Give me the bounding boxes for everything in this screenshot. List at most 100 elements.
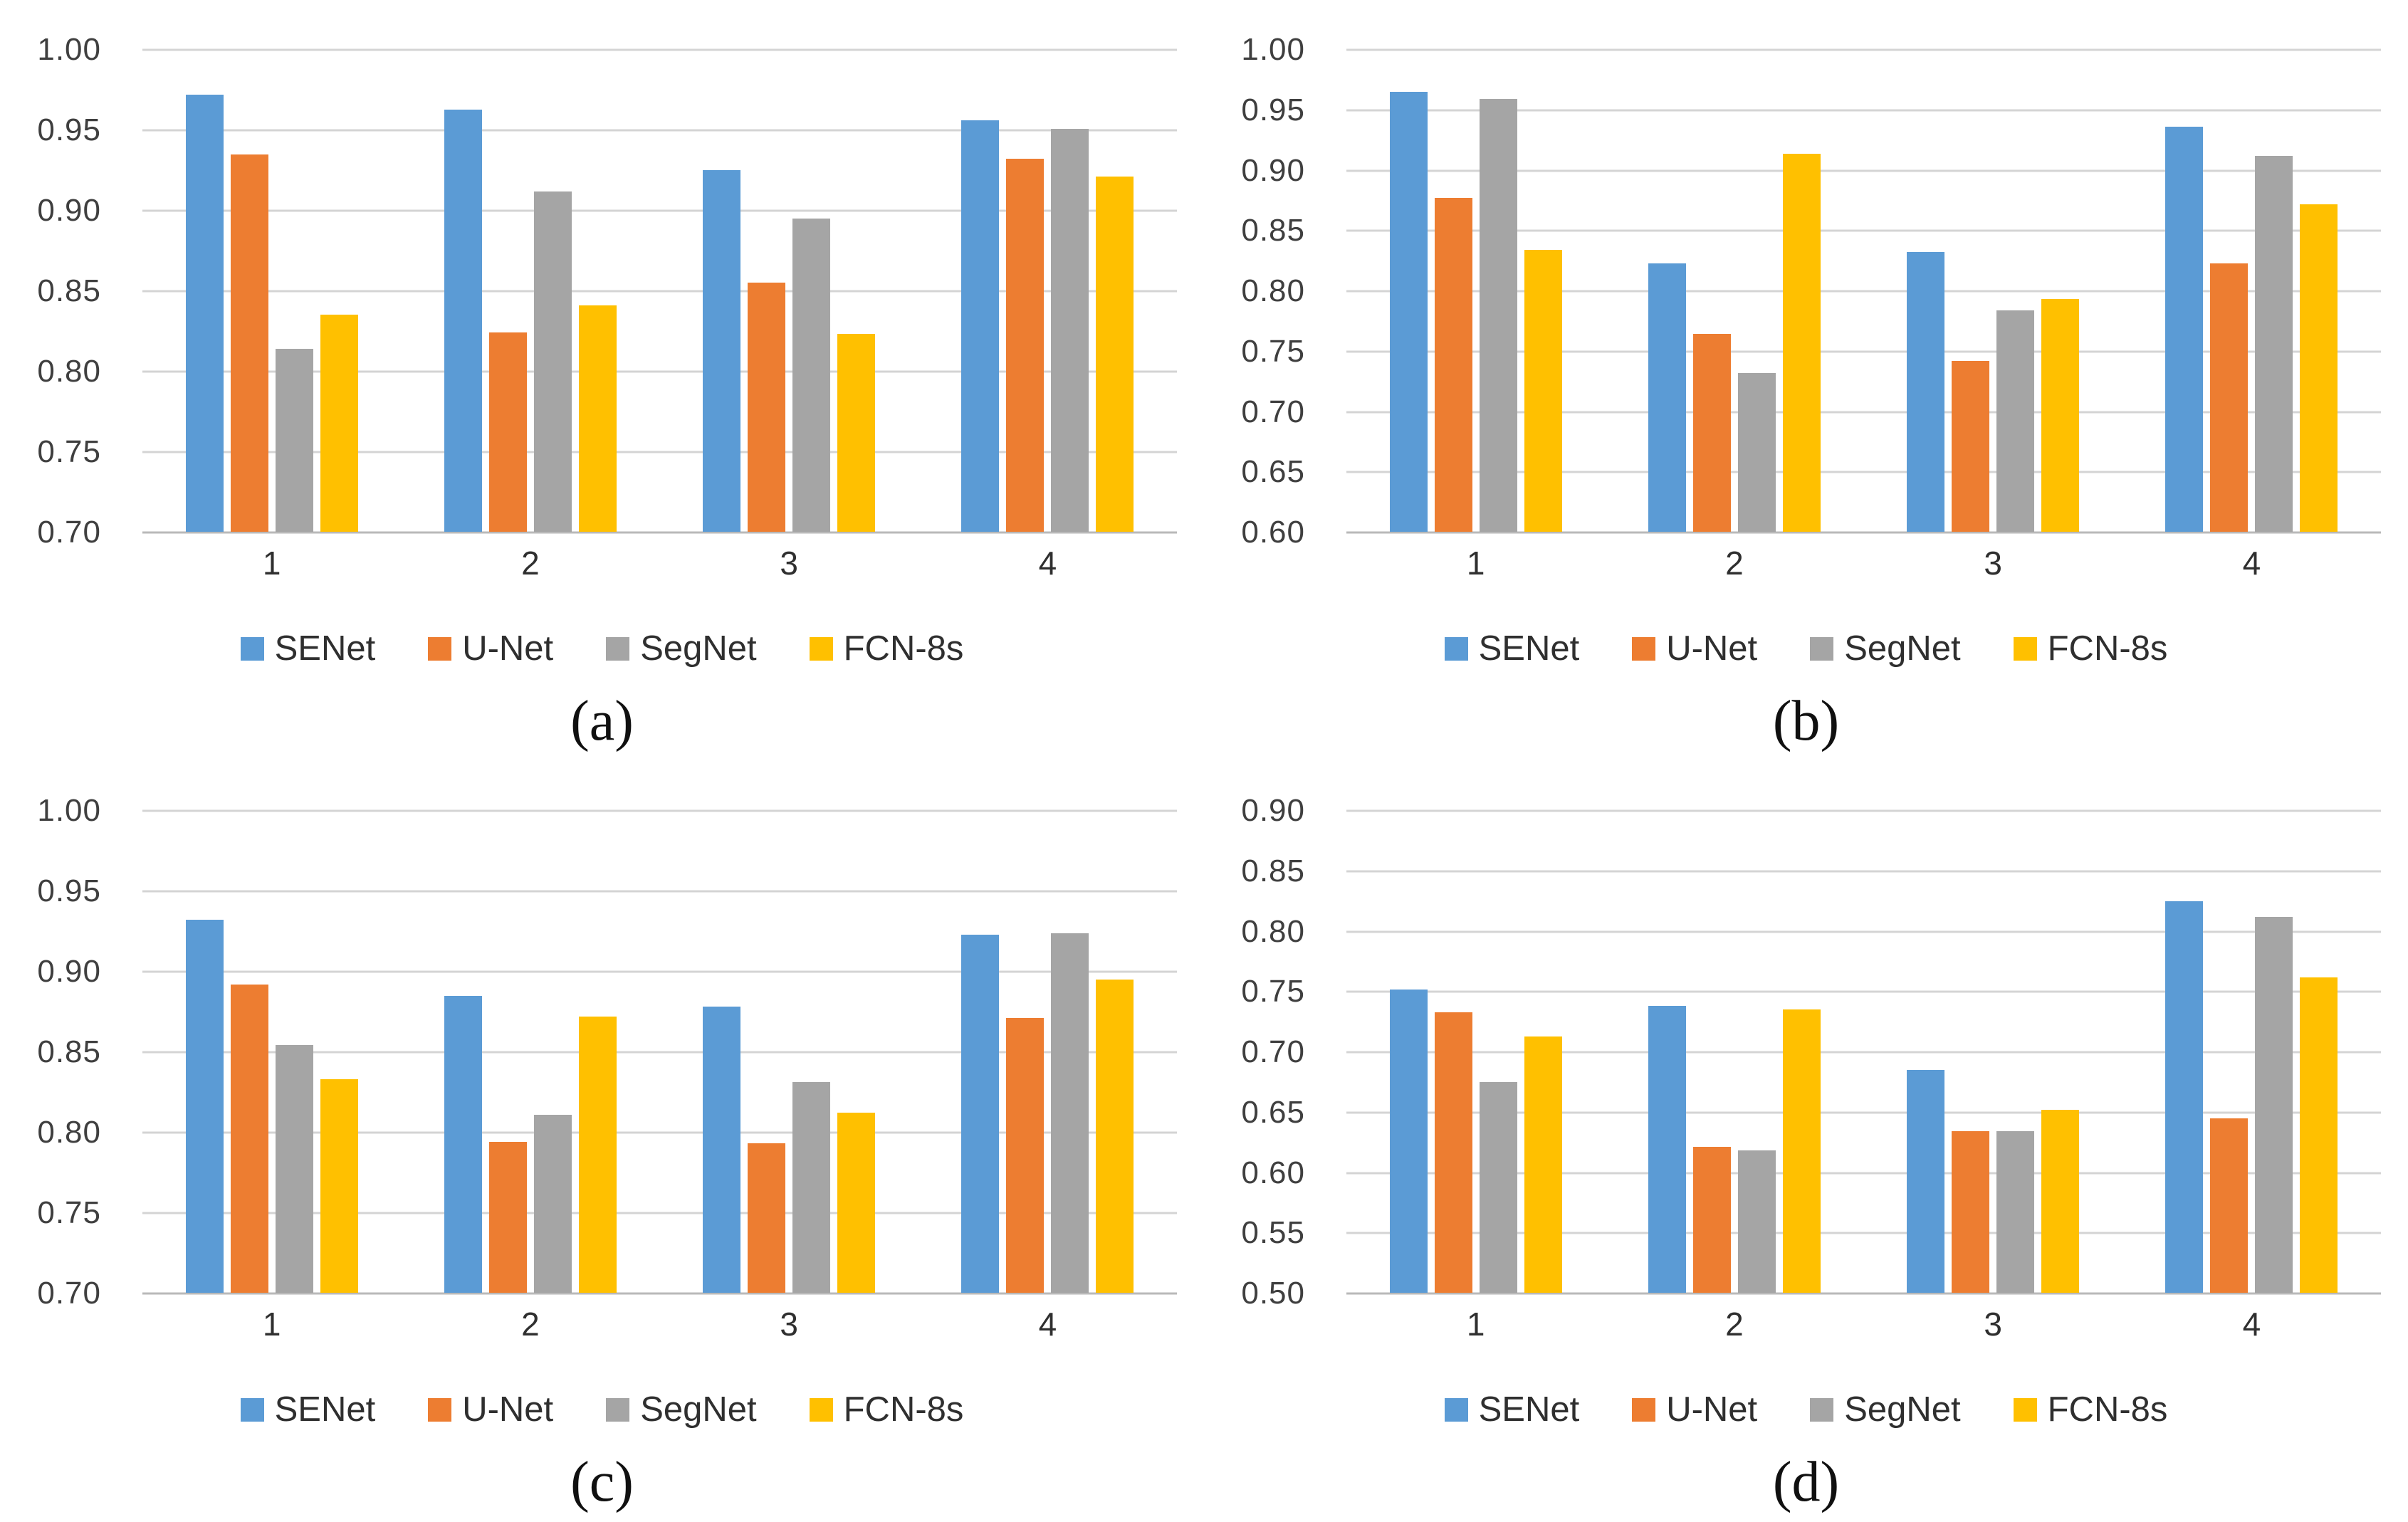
x-axis-line <box>142 1292 1177 1295</box>
bar-group-2 <box>401 50 659 532</box>
y-tick-label: 0.70 <box>1241 394 1305 429</box>
x-tick-label-3: 3 <box>780 1306 798 1343</box>
legend-item-fcn-8s: FCN-8s <box>2013 1390 2168 1429</box>
bar-u-net-group4 <box>1006 1018 1045 1293</box>
bar-group-2 <box>1605 811 1863 1293</box>
gridline <box>142 809 1177 812</box>
chart-b: 1.00 0.95 0.90 0.85 0.80 0.75 0.70 0.65 0.60 1 2 3 4… <box>1204 0 2408 761</box>
chart-c: 1.00 0.95 0.90 0.85 0.80 0.75 0.70 1 2 3 4 SENet U-N… <box>0 761 1204 1522</box>
plot-area-c: 1.00 0.95 0.90 0.85 0.80 0.75 0.70 <box>0 793 1204 1311</box>
y-tick-label: 0.65 <box>1241 454 1305 490</box>
legend-item-segnet: SegNet <box>1810 1390 1961 1429</box>
legend-label-fcn-8s: FCN-8s <box>2047 629 2168 668</box>
x-tick-label-3: 3 <box>1984 1306 2002 1343</box>
bar-fcn-8s-group2 <box>578 1016 617 1293</box>
bar-group-4 <box>2122 811 2381 1293</box>
bar-segnet-group1 <box>1479 1081 1517 1293</box>
legend-label-fcn-8s: FCN-8s <box>843 629 964 668</box>
bar-fcn-8s-group4 <box>2300 977 2338 1293</box>
x-tick-label-4: 4 <box>2242 545 2261 582</box>
bar-group-1 <box>142 50 401 532</box>
bar-u-net-group1 <box>1434 1012 1472 1293</box>
gridline <box>142 890 1177 893</box>
gridline <box>142 209 1177 212</box>
plot-grid-c <box>142 809 1177 1295</box>
legend-swatch-segnet-icon <box>606 636 630 661</box>
legend-item-fcn-8s: FCN-8s <box>809 629 964 668</box>
bar-senet-group1 <box>185 920 224 1293</box>
bar-u-net-group3 <box>1952 1131 1990 1293</box>
legend-label-segnet: SegNet <box>1844 629 1961 668</box>
legend-item-u-net: U-Net <box>1632 629 1757 668</box>
bar-fcn-8s-group3 <box>2041 1109 2080 1293</box>
legend-swatch-senet-icon <box>1444 636 1468 661</box>
gridline <box>142 970 1177 973</box>
bar-u-net-group4 <box>1006 159 1045 532</box>
y-tick-label: 0.95 <box>37 112 101 147</box>
plot-grid-a <box>142 48 1177 534</box>
gridline <box>142 290 1177 293</box>
bar-fcn-8s-group4 <box>1096 177 1134 532</box>
bar-segnet-group2 <box>533 1114 572 1293</box>
legend-swatch-u-net-icon <box>428 636 452 661</box>
x-axis-line <box>1346 531 2381 534</box>
legend-item-senet: SENet <box>1444 1390 1579 1429</box>
legend-item-senet: SENet <box>1444 629 1579 668</box>
bar-segnet-group2 <box>1737 1150 1776 1293</box>
bar-senet-group3 <box>1907 1069 1945 1293</box>
y-tick-label: 0.95 <box>1241 92 1305 127</box>
legend-label-senet: SENet <box>274 1390 376 1429</box>
gridline <box>1346 990 2381 993</box>
y-tick-label: 0.85 <box>37 1034 101 1069</box>
x-axis-labels-c: 1 2 3 4 <box>0 1305 1204 1355</box>
gridline <box>1346 870 2381 873</box>
y-tick-label: 0.80 <box>37 1115 101 1150</box>
gridline <box>142 1212 1177 1214</box>
bar-u-net-group1 <box>230 984 268 1293</box>
bar-u-net-group1 <box>1434 198 1472 532</box>
bar-senet-group3 <box>1907 252 1945 532</box>
bar-group-1 <box>1346 50 1605 532</box>
x-axis-line <box>1346 1292 2381 1295</box>
bar-segnet-group1 <box>275 1045 313 1293</box>
gridline <box>1346 930 2381 933</box>
legend-swatch-u-net-icon <box>428 1397 452 1422</box>
legend-swatch-senet-icon <box>240 1397 264 1422</box>
legend-item-segnet: SegNet <box>606 1390 757 1429</box>
bar-senet-group2 <box>444 995 482 1293</box>
y-tick-label: 0.75 <box>1241 974 1305 1009</box>
bar-senet-group3 <box>703 1007 741 1293</box>
legend-swatch-segnet-icon <box>1810 1397 1834 1422</box>
legend-label-segnet: SegNet <box>640 629 757 668</box>
x-axis-labels-a: 1 2 3 4 <box>0 544 1204 594</box>
y-tick-label: 1.00 <box>1241 32 1305 67</box>
legend-item-fcn-8s: FCN-8s <box>809 1390 963 1429</box>
bar-group-1 <box>1346 811 1605 1293</box>
gridline <box>142 1131 1177 1134</box>
bar-groups-c <box>142 811 1177 1293</box>
plot-area-a: 1.00 0.95 0.90 0.85 0.80 0.75 0.70 <box>0 32 1204 550</box>
legend-swatch-u-net-icon <box>1632 1397 1656 1422</box>
legend-label-segnet: SegNet <box>640 1390 757 1429</box>
legend-label-fcn-8s: FCN-8s <box>2047 1390 2168 1429</box>
bar-group-3 <box>1864 811 2122 1293</box>
y-tick-label: 0.90 <box>37 193 101 228</box>
bar-segnet-group1 <box>275 348 313 532</box>
bar-segnet-group1 <box>1479 99 1517 532</box>
bar-fcn-8s-group3 <box>837 1113 876 1293</box>
gridline <box>142 1051 1177 1054</box>
x-tick-label-4: 4 <box>1038 545 1057 582</box>
x-tick-label-2: 2 <box>521 1306 540 1343</box>
bar-senet-group4 <box>2165 901 2204 1293</box>
gridline <box>142 451 1177 453</box>
y-tick-label: 0.90 <box>37 954 101 989</box>
legend-swatch-senet-icon <box>1444 1397 1468 1422</box>
y-tick-label: 0.70 <box>37 1276 101 1311</box>
legend-label-u-net: U-Net <box>462 629 554 668</box>
legend-label-u-net: U-Net <box>462 1390 554 1429</box>
y-tick-label: 0.80 <box>1241 273 1305 308</box>
legend-swatch-fcn-8s-icon <box>2013 1397 2037 1422</box>
bar-senet-group2 <box>1648 263 1686 532</box>
bar-senet-group1 <box>185 95 224 532</box>
x-tick-label-3: 3 <box>780 545 798 582</box>
